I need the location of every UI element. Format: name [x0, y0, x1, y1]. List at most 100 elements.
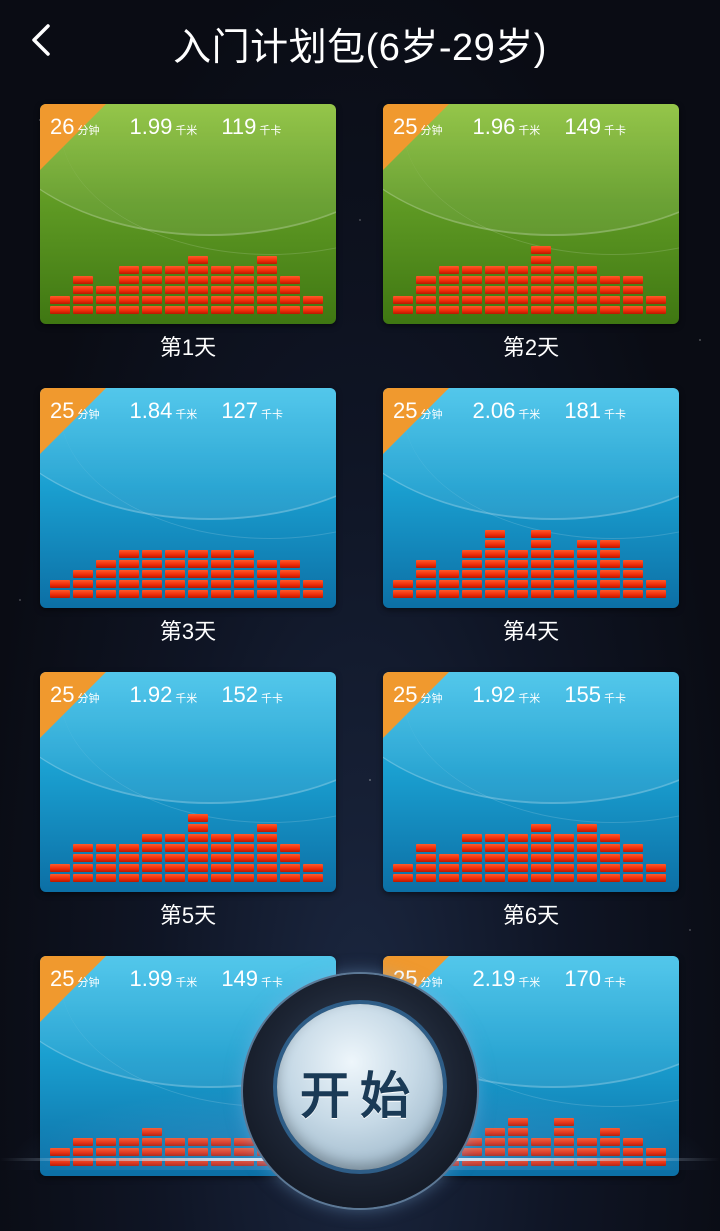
duration-unit: 分钟	[420, 125, 443, 137]
intensity-block	[485, 306, 505, 314]
intensity-bar	[485, 1128, 505, 1166]
intensity-block	[119, 306, 139, 314]
intensity-block	[646, 590, 666, 598]
day-label: 第3天	[159, 619, 217, 644]
intensity-block	[554, 276, 574, 284]
intensity-block	[142, 296, 162, 304]
intensity-block	[280, 864, 300, 872]
intensity-block	[646, 1148, 666, 1156]
intensity-block	[462, 590, 482, 598]
plan-card[interactable]: 25 分钟 1.92 千米 152 千卡	[40, 672, 336, 892]
intensity-block	[508, 834, 528, 842]
calorie-unit: 千卡	[261, 409, 284, 421]
intensity-block	[119, 874, 139, 882]
calorie-value: 170	[564, 966, 602, 991]
duration-value: 25	[393, 682, 418, 707]
intensity-block	[462, 550, 482, 558]
calorie-value: 127	[221, 398, 259, 423]
intensity-bar	[462, 1138, 482, 1166]
plan-card[interactable]: 25 分钟 2.06 千米 181 千卡	[383, 388, 679, 608]
intensity-block	[73, 580, 93, 588]
back-button[interactable]	[22, 20, 62, 60]
intensity-bar	[96, 844, 116, 882]
intensity-block	[188, 550, 208, 558]
intensity-bars	[50, 244, 323, 314]
intensity-bar	[508, 266, 528, 314]
plan-card[interactable]: 25 分钟 1.92 千米 155 千卡	[383, 672, 679, 892]
intensity-block	[393, 874, 413, 882]
intensity-bar	[50, 296, 70, 314]
calorie-value: 152	[221, 682, 259, 707]
calorie-unit: 千卡	[604, 693, 627, 705]
intensity-block	[257, 266, 277, 274]
intensity-block	[623, 276, 643, 284]
intensity-bar	[393, 580, 413, 598]
intensity-block	[96, 580, 116, 588]
start-button[interactable]: 开始	[277, 1004, 443, 1170]
intensity-block	[600, 834, 620, 842]
intensity-block	[508, 864, 528, 872]
intensity-block	[257, 570, 277, 578]
intensity-block	[165, 580, 185, 588]
intensity-bar	[211, 834, 231, 882]
intensity-bars	[393, 812, 666, 882]
distance-unit: 千米	[518, 693, 541, 705]
intensity-block	[165, 834, 185, 842]
intensity-block	[462, 286, 482, 294]
intensity-block	[416, 580, 436, 588]
intensity-bar	[280, 844, 300, 882]
intensity-block	[554, 296, 574, 304]
intensity-block	[234, 296, 254, 304]
intensity-block	[600, 570, 620, 578]
intensity-bar	[393, 864, 413, 882]
intensity-block	[600, 874, 620, 882]
intensity-bar	[554, 1118, 574, 1166]
plan-card[interactable]: 26 分钟 1.99 千米 119 千卡	[40, 104, 336, 324]
intensity-bar	[211, 266, 231, 314]
intensity-block	[439, 874, 459, 882]
intensity-block	[96, 296, 116, 304]
plan-stats: 25 分钟 1.84 千米 127 千卡	[50, 398, 285, 424]
intensity-block	[531, 550, 551, 558]
intensity-block	[257, 256, 277, 264]
intensity-block	[485, 844, 505, 852]
intensity-block	[234, 266, 254, 274]
intensity-block	[600, 1138, 620, 1146]
plan-card[interactable]: 25 分钟 1.84 千米 127 千卡	[40, 388, 336, 608]
intensity-block	[646, 1158, 666, 1166]
intensity-block	[303, 590, 323, 598]
intensity-block	[439, 570, 459, 578]
intensity-block	[485, 590, 505, 598]
intensity-block	[188, 1158, 208, 1166]
plan-card[interactable]: 25 分钟 1.96 千米 149 千卡	[383, 104, 679, 324]
intensity-block	[142, 854, 162, 862]
intensity-block	[211, 590, 231, 598]
intensity-block	[485, 286, 505, 294]
intensity-block	[531, 530, 551, 538]
distance-unit: 千米	[175, 409, 198, 421]
intensity-block	[623, 296, 643, 304]
intensity-block	[119, 296, 139, 304]
intensity-block	[211, 874, 231, 882]
intensity-block	[531, 540, 551, 548]
intensity-bar	[280, 276, 300, 314]
intensity-block	[462, 844, 482, 852]
intensity-block	[73, 854, 93, 862]
intensity-block	[508, 560, 528, 568]
intensity-block	[600, 1158, 620, 1166]
intensity-block	[257, 296, 277, 304]
intensity-block	[554, 1128, 574, 1136]
calorie-value: 181	[564, 398, 602, 423]
intensity-block	[508, 844, 528, 852]
intensity-block	[577, 550, 597, 558]
duration-unit: 分钟	[420, 977, 443, 989]
intensity-block	[257, 834, 277, 842]
duration-unit: 分钟	[420, 409, 443, 421]
intensity-bar	[142, 550, 162, 598]
intensity-block	[554, 854, 574, 862]
intensity-bar	[188, 256, 208, 314]
intensity-block	[623, 864, 643, 872]
duration-value: 25	[50, 682, 75, 707]
intensity-block	[554, 580, 574, 588]
intensity-block	[280, 276, 300, 284]
